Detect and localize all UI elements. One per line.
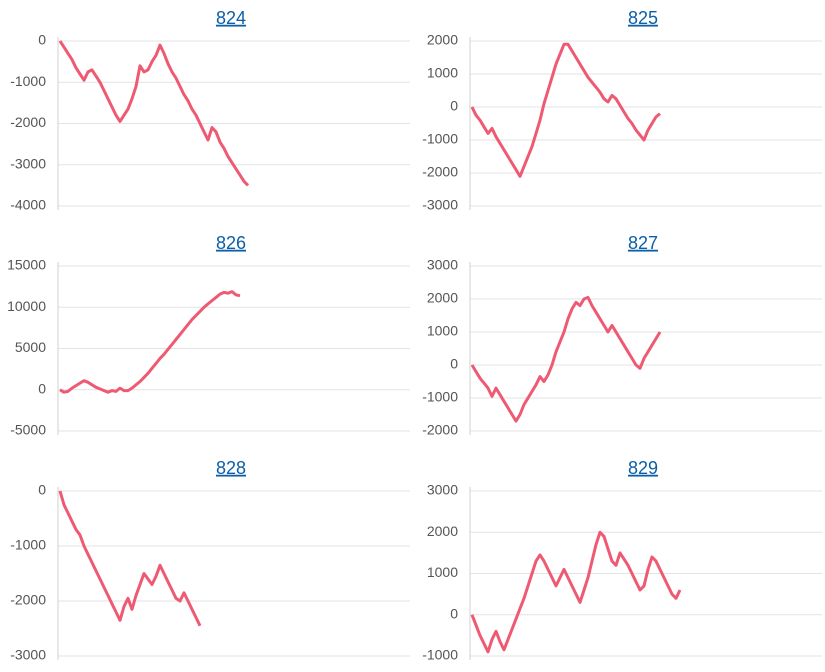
- y-tick-label: 0: [450, 98, 458, 114]
- y-tick-label: -1000: [422, 389, 458, 405]
- chart-title[interactable]: 826: [216, 233, 246, 253]
- y-tick-label: -5000: [10, 422, 46, 438]
- y-tick-label: -2000: [10, 114, 46, 130]
- y-tick-label: 5000: [15, 339, 46, 355]
- data-line: [470, 42, 661, 178]
- y-tick-label: 0: [450, 605, 458, 621]
- y-tick-label: -1000: [10, 537, 46, 553]
- data-line: [58, 490, 202, 627]
- y-tick-label: 10000: [7, 298, 46, 314]
- y-tick-label: 1000: [427, 323, 458, 339]
- y-tick-label: 2000: [427, 290, 458, 306]
- y-tick-label: -1000: [422, 131, 458, 147]
- y-tick-label: 3000: [427, 257, 458, 273]
- y-tick-label: 1000: [427, 564, 458, 580]
- y-tick-label: -3000: [10, 155, 46, 171]
- y-tick-label: -1000: [10, 73, 46, 89]
- data-line: [470, 295, 662, 423]
- y-tick-label: -2000: [422, 422, 458, 438]
- y-tick-label: 3000: [427, 482, 458, 498]
- y-tick-label: 2000: [427, 523, 458, 539]
- chart-title[interactable]: 828: [216, 458, 246, 478]
- y-tick-label: 2000: [427, 32, 458, 48]
- y-tick-label: 1000: [427, 65, 458, 81]
- y-tick-label: -2000: [10, 592, 46, 608]
- y-tick-label: -3000: [422, 197, 458, 213]
- data-line: [470, 530, 682, 654]
- y-tick-label: -1000: [422, 647, 458, 663]
- data-line: [58, 40, 250, 187]
- y-tick-label: -2000: [422, 164, 458, 180]
- y-tick-label: 0: [450, 356, 458, 372]
- y-tick-label: -4000: [10, 197, 46, 213]
- y-tick-label: -3000: [10, 647, 46, 663]
- y-tick-label: 0: [38, 32, 46, 48]
- chart-title[interactable]: 825: [628, 8, 658, 28]
- chart-title[interactable]: 827: [628, 233, 658, 253]
- data-line: [59, 290, 241, 394]
- y-tick-label: 0: [38, 380, 46, 396]
- chart-title[interactable]: 824: [216, 8, 246, 28]
- chart-title[interactable]: 829: [628, 458, 658, 478]
- y-tick-label: 15000: [7, 257, 46, 273]
- y-tick-label: 0: [38, 482, 46, 498]
